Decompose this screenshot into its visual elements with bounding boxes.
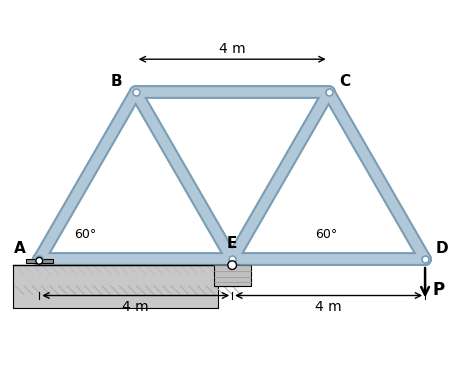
Polygon shape: [13, 265, 239, 307]
Text: C: C: [339, 74, 350, 89]
Text: 4 m: 4 m: [219, 42, 246, 56]
Text: 60°: 60°: [74, 228, 96, 241]
Text: 4 m: 4 m: [315, 300, 342, 314]
Circle shape: [36, 257, 43, 264]
Text: B: B: [110, 74, 122, 89]
Text: A: A: [14, 242, 26, 257]
Text: E: E: [227, 236, 237, 251]
Bar: [26, 259, 53, 263]
Circle shape: [228, 261, 237, 269]
Text: 60°: 60°: [315, 228, 337, 241]
Text: 4 m: 4 m: [122, 300, 149, 314]
Bar: [214, 265, 250, 286]
Text: P: P: [432, 281, 445, 299]
Text: D: D: [436, 242, 448, 257]
